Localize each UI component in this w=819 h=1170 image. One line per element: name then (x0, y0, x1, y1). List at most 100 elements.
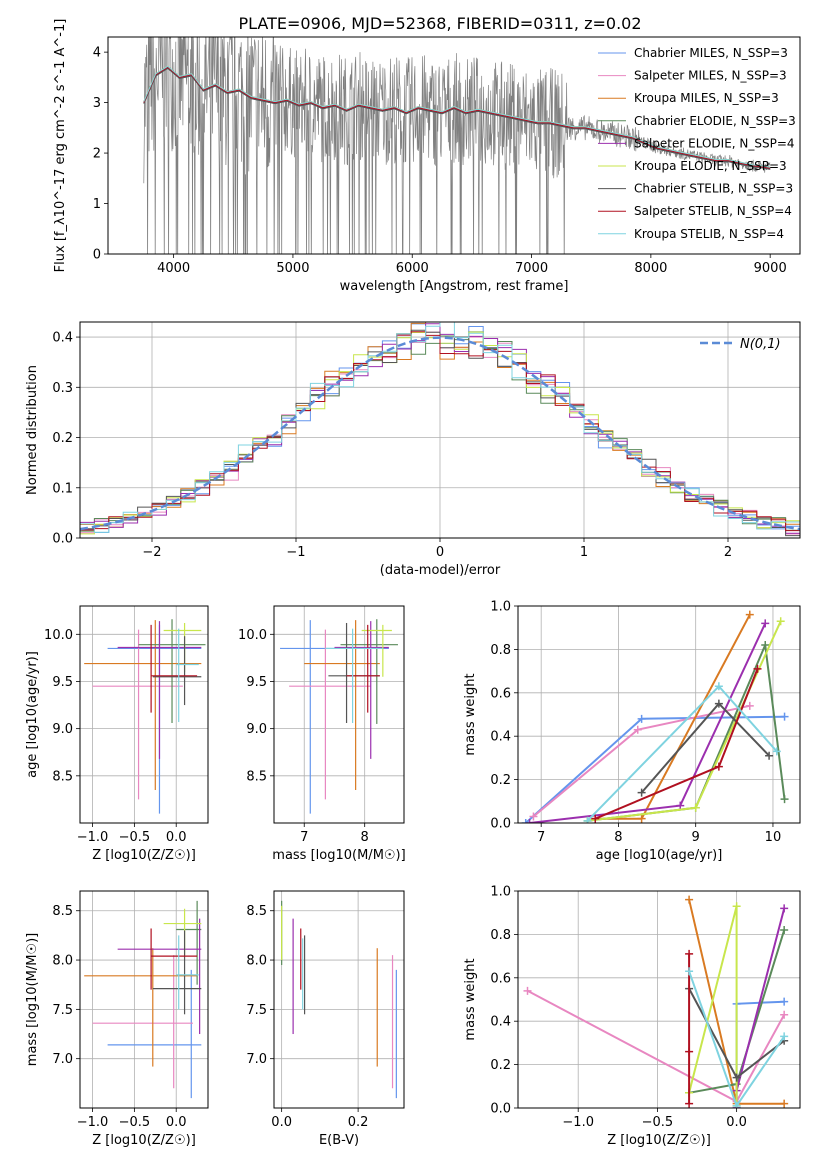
y-tick-label: 0.2 (52, 431, 73, 446)
series-marker-6 (732, 1073, 741, 1082)
x-tick-label: 1 (580, 545, 588, 560)
x-tick-label: 6000 (396, 261, 429, 276)
x-axis-label: Z [log10(Z/Z☉)] (607, 1133, 711, 1148)
y-tick-label: 0.2 (490, 773, 511, 788)
x-tick-label: 0 (436, 545, 444, 560)
histogram-8 (80, 322, 800, 533)
axes-frame (107, 36, 801, 255)
y-tick-label: 0.3 (52, 381, 73, 396)
y-tick-label: 9.0 (52, 722, 73, 737)
y-tick-label: 1.0 (490, 600, 511, 615)
plot-area (521, 610, 789, 823)
x-axis-label: mass [log10(M/M☉)] (272, 848, 405, 863)
y-tick-label: 10.0 (238, 628, 267, 643)
axes-frame (79, 890, 209, 1109)
chart-mass-vs-z: −1.0 −0.5 0.0 7.0 7.5 8.0 8.5 Z [log10(Z/Z☉)] ma… (25, 890, 209, 1148)
axes-frame (517, 890, 801, 1109)
y-tick-label: 8.5 (52, 904, 73, 919)
series-marker-4 (676, 801, 685, 810)
y-tick-label: 0.4 (52, 331, 73, 346)
series-marker-8 (732, 1101, 741, 1108)
x-tick-label: −2 (142, 545, 161, 560)
chart-massweight-vs-age: 7 8 9 10 0.0 0.2 0.4 0.6 0.8 1.0 age [log10(age/yr… (463, 600, 801, 863)
y-tick-label: 2 (93, 147, 101, 162)
x-tick-label: 0.2 (348, 1115, 369, 1130)
legend-entry: Chabrier MILES, N_SSP=3 (634, 46, 788, 60)
y-tick-label: 10.0 (44, 628, 73, 643)
x-tick-label: −0.5 (119, 1115, 151, 1130)
series-marker-2 (685, 895, 694, 904)
legend-entry: N(0,1) (740, 337, 781, 352)
series-marker-1 (780, 1010, 789, 1019)
series-marker-6 (714, 699, 723, 708)
x-tick-label: 9000 (754, 261, 787, 276)
plot-area (80, 322, 800, 537)
legend-entry: Chabrier ELODIE, N_SSP=3 (634, 114, 796, 128)
x-tick-label: 0.0 (166, 1115, 187, 1130)
y-tick-label: 4 (93, 46, 101, 61)
legend-entry: Kroupa ELODIE, N_SSP=3 (634, 159, 787, 173)
axes-frame (79, 321, 801, 539)
y-tick-label: 7.5 (52, 1003, 73, 1018)
plot-area (143, 37, 771, 254)
model-line-8 (143, 65, 771, 168)
series-marker-3 (780, 795, 789, 804)
y-tick-label: 0.0 (52, 532, 73, 547)
y-tick-label: 0.1 (52, 481, 73, 496)
x-tick-label: 10 (765, 830, 782, 845)
y-axis-label: mass weight (463, 958, 478, 1040)
y-tick-label: 0.8 (490, 928, 511, 943)
y-tick-label: 0.8 (490, 643, 511, 658)
y-tick-label: 3 (93, 96, 101, 111)
series-marker-1 (745, 701, 754, 710)
series-marker-2 (780, 1099, 789, 1108)
model-line-7 (143, 66, 771, 169)
series-marker-4 (780, 904, 789, 913)
series-marker-5 (776, 617, 785, 626)
series-marker-1 (529, 812, 538, 821)
chart-mass-vs-ebv: 0.0 0.2 7.0 7.5 8.0 8.5 E(B-V) (246, 890, 405, 1148)
y-tick-label: 9.5 (246, 675, 267, 690)
legend-entry: Salpeter MILES, N_SSP=3 (634, 69, 787, 83)
plot-area (523, 895, 789, 1108)
y-tick-label: 9.5 (52, 675, 73, 690)
y-tick-label: 8.5 (246, 769, 267, 784)
y-tick-label: 0 (93, 248, 101, 263)
x-axis-label: wavelength [Angstrom, rest frame] (340, 279, 569, 294)
chart-age-vs-z: −1.0 −0.5 0.0 8.5 9.0 9.5 10.0 Z [log10(Z/Z☉)] a… (25, 605, 209, 863)
x-axis-label: Z [log10(Z/Z☉)] (92, 848, 196, 863)
series-marker-7 (753, 664, 762, 673)
series-marker-8 (685, 967, 694, 976)
series-marker-1 (523, 986, 532, 995)
y-tick-label: 8.0 (52, 954, 73, 969)
series-marker-4 (761, 619, 770, 628)
plot-area (280, 619, 398, 814)
legend-entry: Kroupa STELIB, N_SSP=4 (634, 227, 784, 241)
series-marker-3 (780, 926, 789, 935)
y-axis-label: mass [log10(M/M☉)] (25, 933, 40, 1066)
series-marker-8 (772, 747, 781, 756)
x-tick-label: 7 (537, 830, 545, 845)
y-tick-label: 8.5 (246, 904, 267, 919)
y-tick-label: 0.4 (490, 1015, 511, 1030)
chart-residuals: −2 −1 0 1 2 0.0 0.1 0.2 0.3 0.4 (data-model)/error… (25, 321, 801, 578)
chart-massweight-vs-z: −1.0 −0.5 0.0 0.0 0.2 0.4 0.6 0.8 1.0 Z [log10(Z/… (463, 885, 801, 1148)
series-marker-8 (583, 816, 592, 823)
y-tick-label: 9.0 (246, 722, 267, 737)
y-tick-label: 0.2 (490, 1058, 511, 1073)
y-tick-label: 0.4 (490, 730, 511, 745)
x-tick-label: 7 (300, 830, 308, 845)
axes-frame (273, 890, 405, 1109)
y-tick-label: 0.0 (490, 1102, 511, 1117)
series-marker-4 (525, 819, 534, 823)
y-tick-label: 1 (93, 197, 101, 212)
x-tick-label: 0.0 (726, 1115, 747, 1130)
y-tick-label: 0.6 (490, 686, 511, 701)
x-tick-label: 5000 (276, 261, 309, 276)
x-axis-label: (data-model)/error (380, 563, 501, 578)
legend: Chabrier MILES, N_SSP=3 Salpeter MILES, N… (598, 46, 796, 241)
series-marker-8 (780, 1032, 789, 1041)
y-tick-label: 1.0 (490, 885, 511, 900)
series-marker-0 (521, 819, 530, 823)
